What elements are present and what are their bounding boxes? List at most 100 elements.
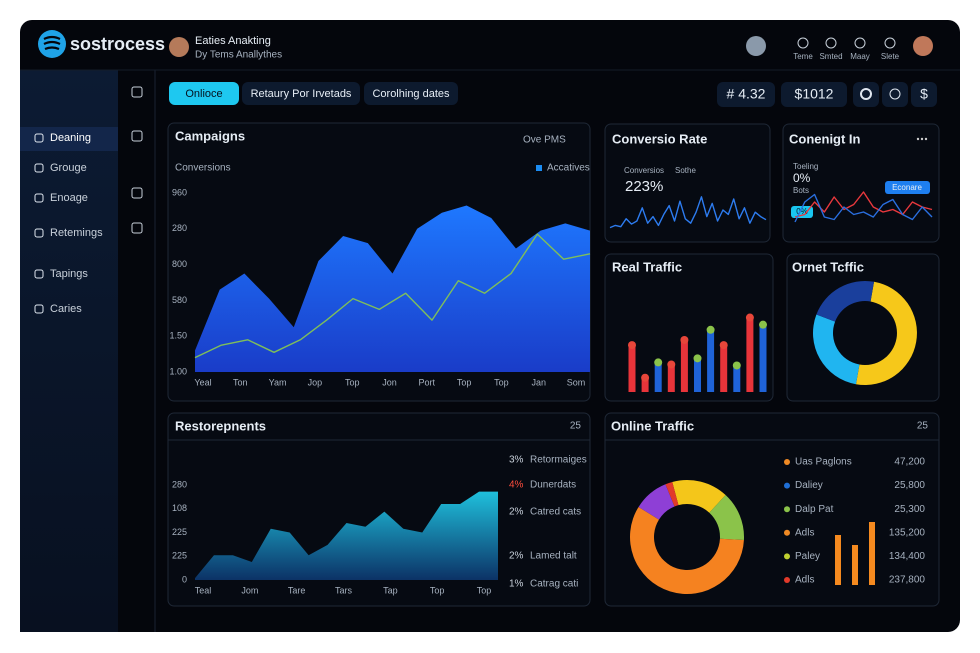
nav-icon[interactable] [34,269,44,279]
icon[interactable] [889,88,901,100]
bar [694,358,701,392]
tab-label[interactable]: Onlioce [185,88,222,100]
label: Toeling [793,162,818,171]
tab[interactable] [242,82,360,105]
x-tick-label: Tap [383,585,398,595]
nav-item[interactable]: Grouge [50,162,87,174]
nav-label[interactable]: Teme [793,52,813,61]
x-tick-label: Ton [233,377,248,387]
y-tick-label: 280 [172,479,187,489]
legend-value: 47,200 [894,457,925,468]
legend-pct: 4% [509,480,524,491]
tab-label[interactable]: Corolhing dates [372,88,450,100]
tool-icon[interactable] [131,86,143,98]
kpi: 0% [793,171,811,185]
badge [885,181,930,194]
legend-label: Accatives [547,163,590,174]
legend-label: Daliey [795,480,823,491]
donut-segment [672,480,726,513]
legend-value: 25,300 [894,504,925,515]
logo-mark [43,35,61,51]
menu[interactable] [916,137,920,141]
icon-button[interactable] [882,82,908,107]
menu[interactable]: Ove PMS [523,135,566,146]
donut-segment [813,314,860,385]
x-tick-label: Top [477,585,492,595]
nav-icon[interactable] [34,193,44,203]
avatar [169,37,189,57]
nav-icon[interactable] [854,37,866,49]
legend-dot [784,529,790,536]
legend-label: Uas Paglons [795,457,852,468]
legend-dot [784,506,790,513]
y-tick-label: 1.50 [169,331,187,341]
label: Sothe [675,166,696,175]
panel-title: Campaigns [175,128,245,143]
panel-title: Ornet Tcffic [792,259,864,274]
tab-label[interactable]: Retaury Por Irvetads [251,88,352,100]
nav-label[interactable]: Slete [881,52,900,61]
y-tick-label: 800 [172,259,187,269]
bar [628,345,636,392]
tab[interactable] [169,82,239,105]
menu[interactable] [920,137,924,141]
bar [680,339,688,392]
panel [604,253,774,402]
nav-icon[interactable] [884,37,896,49]
tool-icon[interactable] [131,222,143,234]
y-tick-label: 225 [172,551,187,561]
tool-icon[interactable] [131,187,143,199]
line [794,193,933,223]
nav-label[interactable]: Smted [819,52,842,61]
avatar[interactable] [913,36,933,56]
menu[interactable] [924,137,928,141]
tool-icon[interactable] [131,130,143,142]
legend-swatch [536,165,542,171]
legend-dot [784,553,790,560]
y-tick-label: 0 [182,574,187,584]
nav-icon[interactable] [34,163,44,173]
bar-cap [693,354,702,363]
legend-label: Retormaiges [530,455,587,466]
count: 25 [917,421,929,432]
nav-label[interactable]: Maay [850,52,870,61]
icon[interactable] [860,88,872,100]
legend-label: Paley [795,551,820,562]
nav-icon[interactable] [34,228,44,238]
subtitle: Conversions [175,163,231,174]
line [794,191,933,218]
logo: sostrocess [70,34,165,54]
currency[interactable]: $ [920,86,928,102]
donut-segment [638,484,675,520]
icon-button[interactable] [911,82,937,107]
nav-icon[interactable] [34,304,44,314]
nav-item[interactable]: Retemings [50,227,103,239]
nav-icon[interactable] [797,37,809,49]
x-tick-label: Yeal [194,377,211,387]
bar [641,377,649,392]
bar-cap [732,361,741,370]
nav-icon[interactable] [825,37,837,49]
bar [852,545,858,585]
stat-button[interactable] [717,82,775,107]
stat-button[interactable] [781,82,847,107]
legend-dot [784,482,790,489]
bar [759,324,767,392]
nav-item[interactable]: Deaning [50,132,91,144]
stat-value[interactable]: # 4.32 [727,86,766,102]
bar-cap [680,335,689,344]
nav-icon[interactable] [34,133,44,143]
sidebar [20,70,118,632]
icon-button[interactable] [853,82,879,107]
panel-title: Restorepnents [175,418,266,433]
donut-segment [816,281,875,322]
nav-item[interactable]: Caries [50,303,82,315]
panel-title: Conversio Rate [612,131,707,146]
count: 25 [570,421,582,432]
avatar[interactable] [746,36,766,56]
nav-item[interactable]: Tapings [50,268,88,280]
stat-value[interactable]: $1012 [795,86,834,102]
legend-label: Dunerdats [530,480,576,491]
nav-item[interactable]: Enoage [50,192,88,204]
tab[interactable] [364,82,458,105]
